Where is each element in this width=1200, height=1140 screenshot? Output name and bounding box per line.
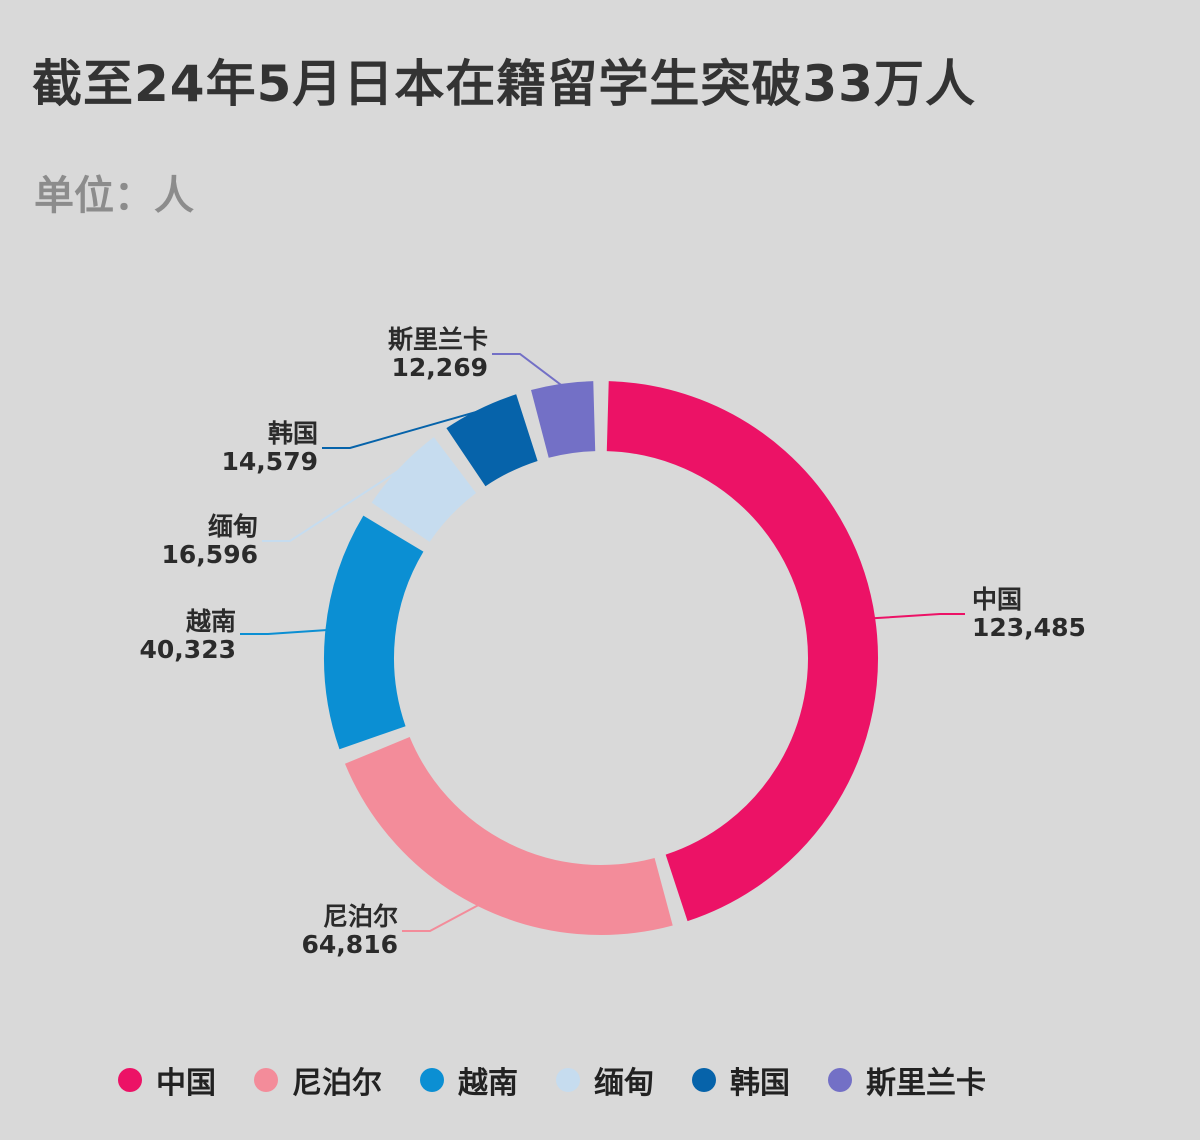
legend-label-vietnam: 越南: [458, 1066, 518, 1101]
legend-label-korea: 韩国: [730, 1066, 790, 1101]
data-label-category-myanmar: 缅甸: [208, 512, 258, 541]
legend-item-korea: 韩国: [692, 1058, 790, 1102]
legend-item-china: 中国: [118, 1058, 216, 1102]
data-label-value-korea: 14,579: [222, 447, 318, 476]
data-label-category-korea: 韩国: [268, 419, 318, 448]
data-label-value-vietnam: 40,323: [140, 635, 236, 664]
legend-dot-myanmar: [556, 1068, 580, 1092]
unit-label: 单位：人: [34, 173, 194, 219]
leader-line-nepal: [402, 903, 480, 932]
leader-line-korea: [322, 409, 482, 449]
leader-line-myanmar: [262, 467, 403, 542]
legend-dot-srilanka: [828, 1068, 852, 1092]
legend-dot-china: [118, 1068, 142, 1092]
data-label-category-srilanka: 斯里兰卡: [388, 325, 488, 354]
legend-item-nepal: 尼泊尔: [254, 1058, 382, 1102]
donut-slice-nepal: [344, 736, 673, 935]
legend-dot-nepal: [254, 1068, 278, 1092]
leader-line-srilanka: [492, 353, 563, 387]
donut-slice-korea: [446, 394, 539, 487]
data-label-value-myanmar: 16,596: [162, 540, 258, 569]
legend: 中国 尼泊尔 越南 缅甸 韩国 斯里兰卡: [118, 1058, 1024, 1102]
legend-item-srilanka: 斯里兰卡: [828, 1058, 986, 1102]
data-label-value-china: 123,485: [972, 613, 1086, 642]
legend-label-myanmar: 缅甸: [594, 1066, 654, 1101]
chart-title: 截至24年5月日本在籍留学生突破33万人: [32, 55, 976, 113]
legend-item-myanmar: 缅甸: [556, 1058, 654, 1102]
leader-line-vietnam: [240, 629, 328, 635]
legend-dot-korea: [692, 1068, 716, 1092]
donut-slice-myanmar: [371, 437, 477, 543]
leader-line-china: [873, 613, 965, 620]
donut-slice-vietnam: [324, 515, 424, 750]
data-label-value-nepal: 64,816: [302, 930, 398, 959]
donut-slice-china: [606, 381, 878, 922]
data-label-category-vietnam: 越南: [186, 607, 236, 636]
donut-slice-srilanka: [531, 381, 596, 458]
legend-dot-vietnam: [420, 1068, 444, 1092]
legend-label-srilanka: 斯里兰卡: [866, 1066, 986, 1101]
data-label-category-china: 中国: [972, 585, 1022, 614]
data-label-category-nepal: 尼泊尔: [323, 902, 398, 931]
data-label-value-srilanka: 12,269: [392, 353, 488, 382]
legend-label-china: 中国: [156, 1066, 216, 1101]
legend-item-vietnam: 越南: [420, 1058, 518, 1102]
legend-label-nepal: 尼泊尔: [292, 1066, 382, 1101]
